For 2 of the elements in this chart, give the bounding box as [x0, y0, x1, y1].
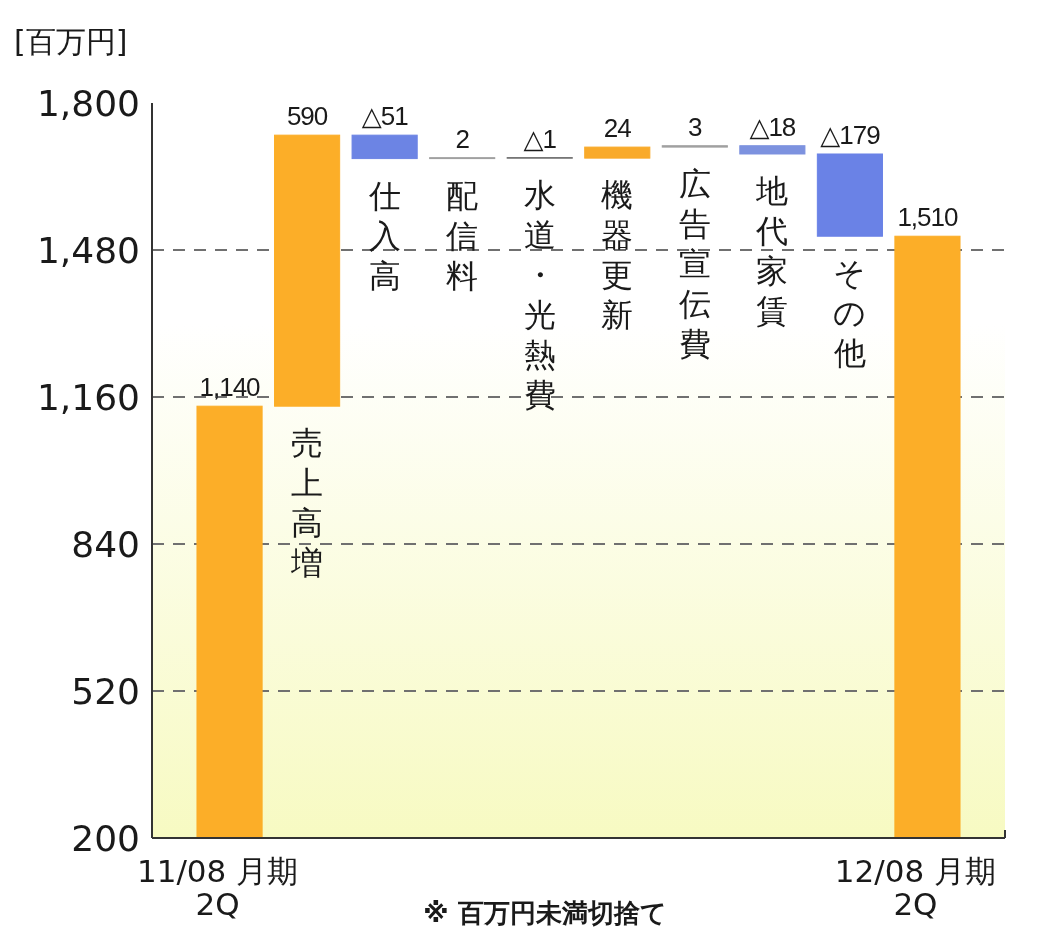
annotation: ※ 百万円未満切捨て: [423, 898, 667, 928]
y-axis-title: [百万円]: [14, 24, 128, 59]
